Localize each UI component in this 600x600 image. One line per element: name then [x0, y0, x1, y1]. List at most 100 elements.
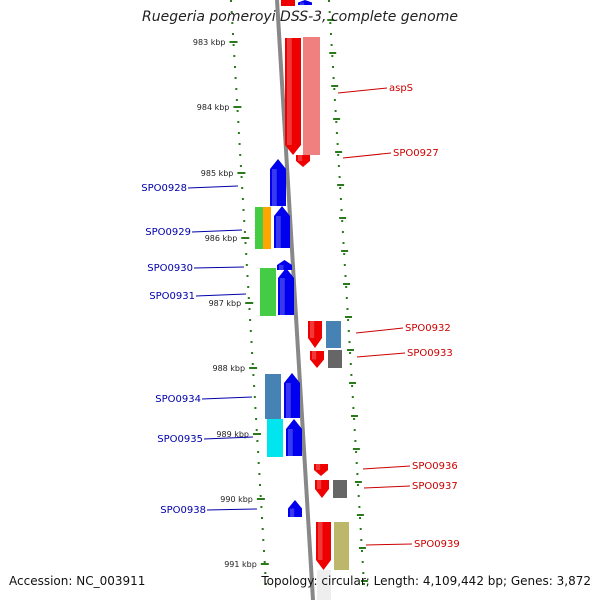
scale-dot [249, 330, 252, 332]
scale-dot [259, 484, 261, 486]
gene-arrow [296, 155, 310, 167]
gene-arrow-highlight [298, 155, 303, 161]
gene-arrow [270, 159, 286, 206]
scale-dot [338, 176, 341, 178]
scale-dot [263, 561, 266, 563]
gene-label[interactable]: aspS [389, 83, 413, 94]
map-title: Ruegeria pomeroyi DSS-3, complete genome [142, 9, 458, 25]
gene-arrow [315, 480, 329, 498]
gene-label-leader [195, 293, 247, 297]
scale-dot [239, 154, 242, 156]
accession-text: Accession: NC_003911 [9, 574, 146, 588]
scale-dot [358, 506, 361, 508]
scale-dot [230, 0, 232, 2]
scale-dot [345, 297, 348, 299]
scale-dot [353, 429, 356, 431]
scale-dot [360, 539, 363, 541]
scale-dot [265, 583, 267, 585]
scale-dot [353, 418, 356, 420]
scale-dot [350, 374, 353, 376]
gene-label[interactable]: SPO0927 [393, 148, 439, 159]
scale-dot [357, 495, 360, 497]
scale-dot [234, 77, 237, 79]
gene-label[interactable]: SPO0929 [145, 227, 191, 238]
scale-dot [331, 55, 334, 57]
gene-arrow-highlight [300, 2, 305, 5]
gene-arrow-highlight [287, 38, 292, 145]
category-block [328, 350, 342, 368]
scale-dot [339, 187, 342, 189]
gene-arrow-highlight [286, 383, 291, 418]
category-block [333, 480, 347, 498]
scale-dot [328, 0, 330, 2]
scale-dot [340, 209, 343, 211]
scale-dot [343, 264, 346, 266]
scale-dot [233, 55, 236, 57]
scale-dot [238, 143, 241, 145]
scale-dot [244, 242, 247, 244]
gene-arrow-highlight [276, 216, 281, 248]
scale-dot [255, 429, 258, 431]
category-block [265, 374, 281, 419]
gene-arrow [285, 38, 301, 155]
gene-label[interactable]: SPO0936 [412, 461, 458, 472]
gene-arrow [278, 268, 294, 315]
gene-label[interactable]: SPO0935 [157, 434, 203, 445]
backbone-layer [275, 0, 315, 600]
scale-dot [349, 352, 352, 354]
gene-arrow [308, 321, 322, 348]
scale-dot [333, 99, 336, 101]
gene-label-leader [365, 543, 413, 546]
gene-arrow-highlight [290, 508, 295, 517]
scale-dot [332, 66, 334, 68]
scale-dot [328, 11, 331, 13]
scale-dot [354, 440, 357, 442]
gene-label-leader [187, 185, 239, 189]
gene-label[interactable]: SPO0937 [412, 481, 458, 492]
gene-label[interactable]: SPO0928 [141, 183, 187, 194]
scale-dot [251, 352, 254, 354]
scale-dot [357, 484, 359, 486]
scale-tick-label: 988 kbp [212, 364, 245, 373]
scale-dot [242, 209, 245, 211]
category-block [255, 207, 264, 249]
scale-dot [247, 286, 250, 288]
scale-dot [232, 44, 235, 46]
scale-tick-label: 986 kbp [205, 234, 238, 243]
gene-arrow [286, 419, 302, 456]
scale-dot [337, 154, 340, 156]
scale-dot [264, 572, 267, 574]
scale-dot [249, 319, 252, 321]
scale-dot [341, 220, 344, 222]
label-layer: aspS SPO0927 SPO0928 SPO0929 SPO0930 SPO0931 S… [141, 83, 459, 550]
gene-label-leader [355, 327, 404, 334]
scale-dot [356, 473, 359, 475]
scale-dot [241, 198, 244, 200]
scale-dot [234, 66, 236, 68]
gene-label[interactable]: SPO0930 [147, 263, 193, 274]
scale-dot [359, 517, 361, 519]
scale-dot [355, 451, 358, 453]
scale-tick-label: 985 kbp [201, 169, 234, 178]
scale-dot [262, 539, 265, 541]
scale-dot [250, 341, 253, 343]
category-block [334, 522, 349, 570]
gene-label[interactable]: SPO0932 [405, 323, 451, 334]
scale-tick-label: 987 kbp [209, 299, 242, 308]
gene-label[interactable]: SPO0938 [160, 505, 206, 516]
gene-label[interactable]: SPO0934 [155, 394, 201, 405]
scale-dot [330, 33, 332, 35]
gene-label-leader [356, 352, 406, 358]
gene-label[interactable]: SPO0931 [149, 291, 195, 302]
gene-label[interactable]: SPO0939 [414, 539, 460, 550]
scale-dot [346, 308, 349, 310]
scale-dot [343, 253, 346, 255]
gene-label[interactable]: SPO0933 [407, 348, 453, 359]
gene-arrow-highlight [272, 169, 277, 206]
category-block [303, 37, 320, 155]
scale-dot [355, 462, 358, 464]
genome-summary-text: Topology: circular; Length: 4,109,442 bp… [261, 574, 591, 588]
scale-dot [247, 297, 250, 299]
scale-dot [337, 165, 340, 167]
